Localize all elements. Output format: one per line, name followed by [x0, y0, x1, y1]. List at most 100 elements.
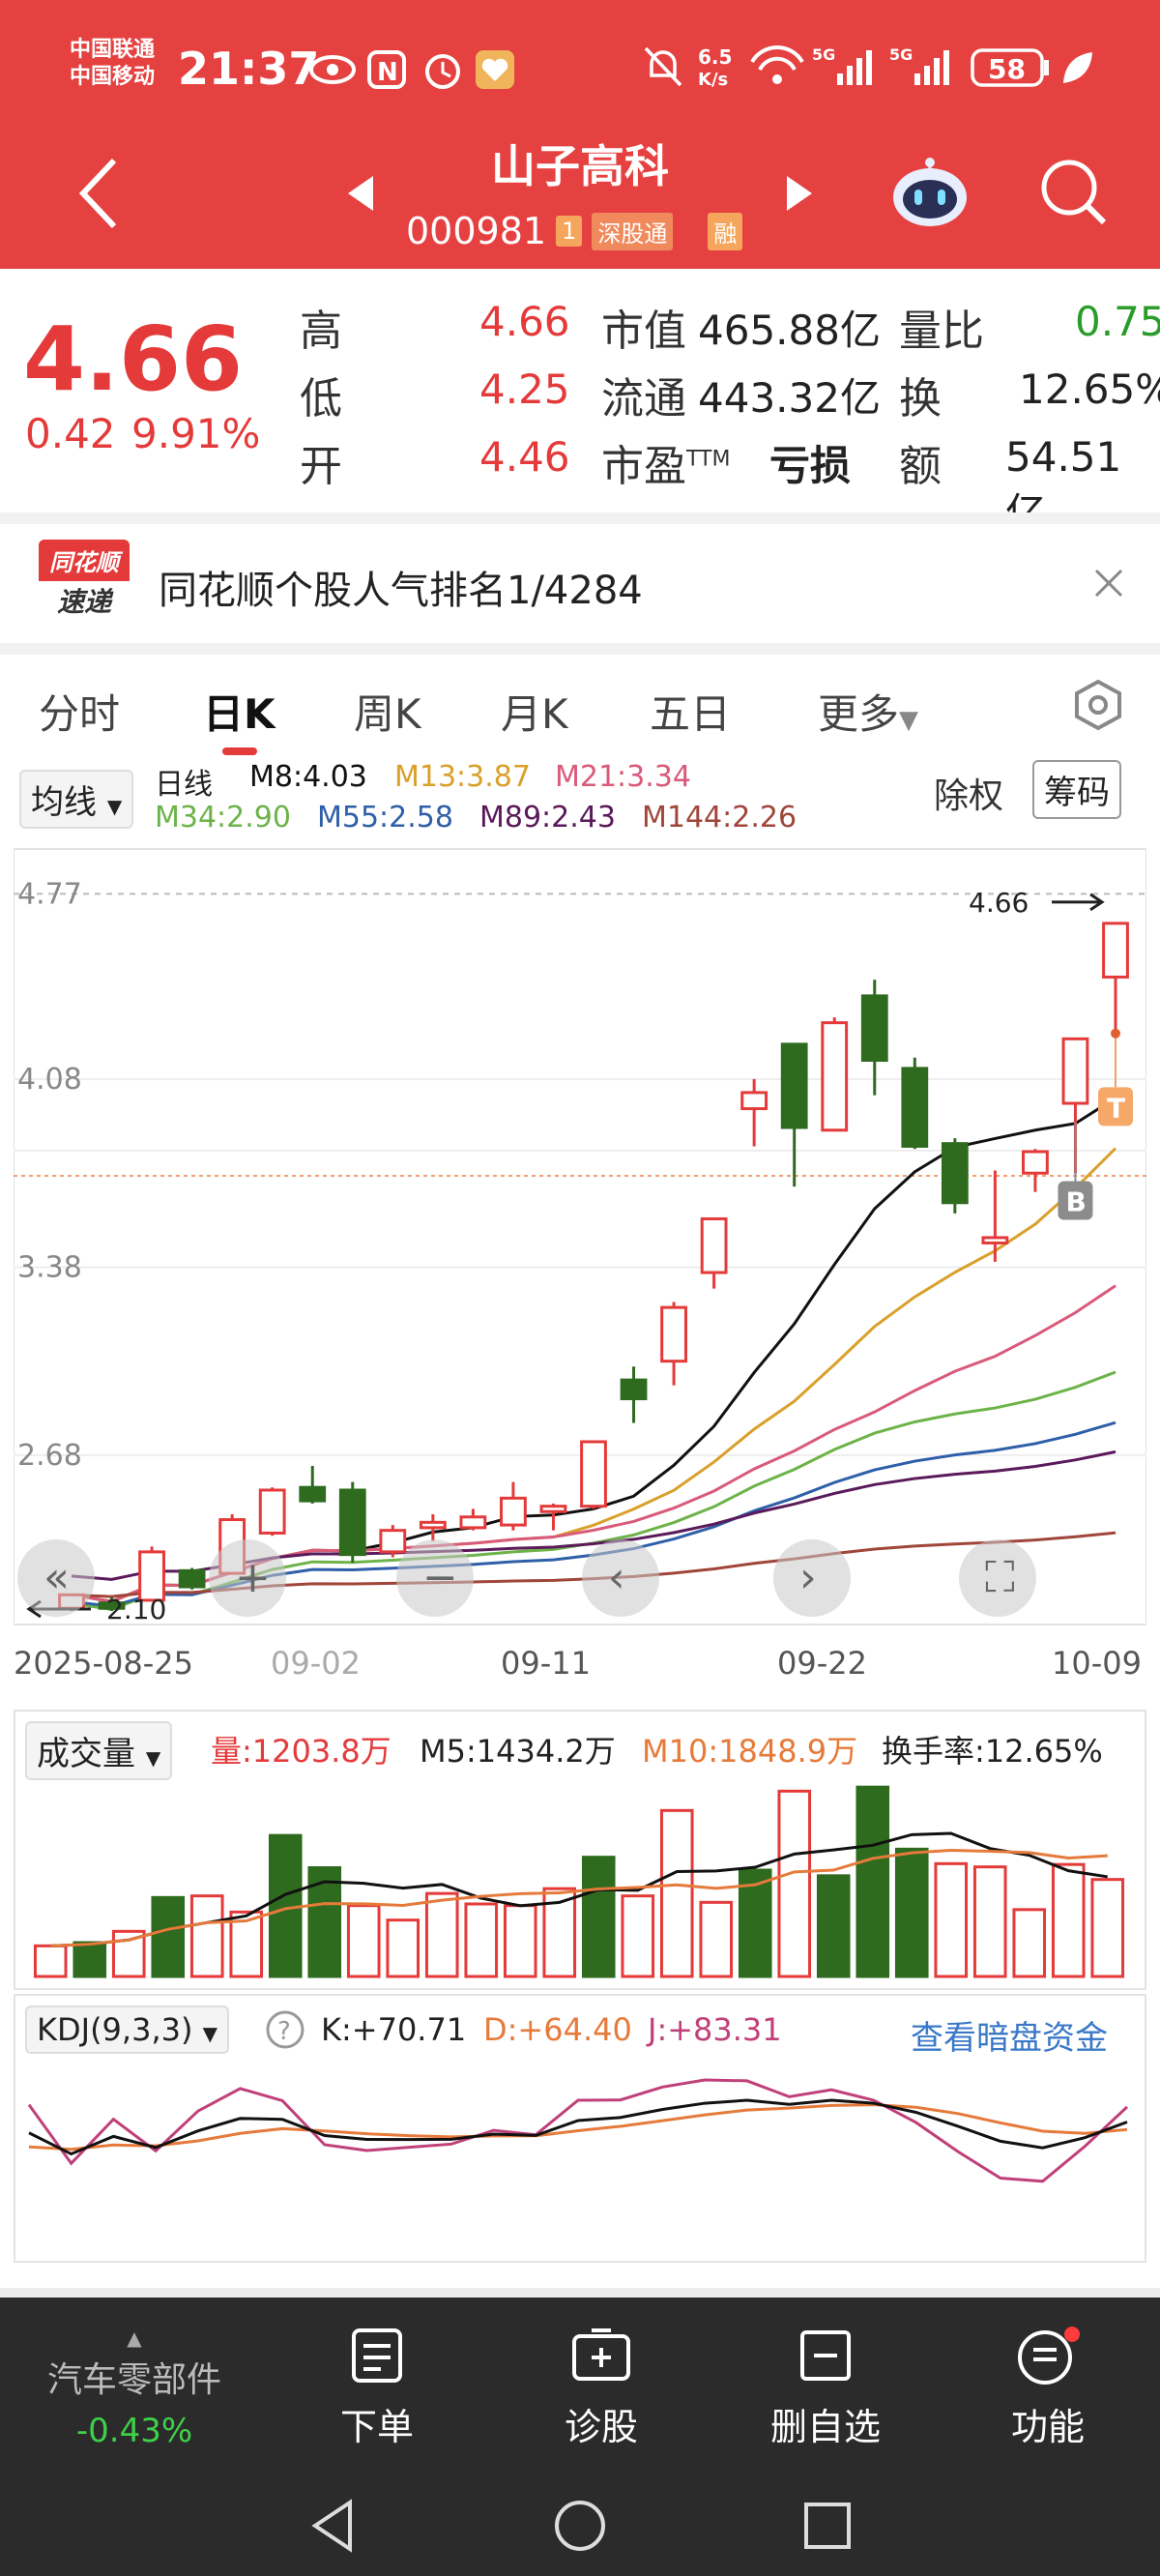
candle-body[interactable] — [500, 1496, 527, 1527]
volume-bar[interactable] — [581, 1856, 616, 1978]
diagnose-button[interactable]: 诊股 — [514, 2327, 688, 2450]
open-label: 开 — [300, 442, 342, 491]
x-tick-label: 09-11 — [501, 1645, 591, 1682]
volume-bar[interactable] — [894, 1847, 929, 1978]
volume-bar[interactable] — [1051, 1862, 1086, 1978]
search-icon[interactable] — [1036, 155, 1110, 228]
robot-assistant-icon[interactable] — [889, 153, 971, 234]
last-price: 4.66 — [23, 307, 243, 411]
kline-chart[interactable]: 4.77 4.08 3.38 2.68 4.66 2.10 B T « + − ‹ › ⛶ 2025-0… — [14, 847, 1146, 1688]
chip-distribution-button[interactable]: 筹码 — [1032, 760, 1121, 819]
candle-body[interactable] — [860, 994, 888, 1063]
ma-selector[interactable]: 均线 ▼ — [19, 770, 134, 829]
candle-body[interactable] — [941, 1142, 969, 1205]
candle-body[interactable] — [780, 1042, 808, 1129]
tab-daily-k[interactable]: 日K — [203, 690, 276, 738]
volume-bar[interactable] — [386, 1918, 420, 1978]
candle-body[interactable] — [338, 1488, 366, 1557]
buy-marker[interactable] — [1058, 1181, 1093, 1220]
volume-bar[interactable] — [111, 1929, 146, 1978]
kdj-d: D:+64.40 — [483, 2011, 632, 2048]
open-value: 4.46 — [479, 433, 570, 481]
volume-bar[interactable] — [856, 1785, 890, 1978]
volume-bar[interactable] — [464, 1902, 499, 1978]
candle-body[interactable] — [138, 1550, 165, 1602]
prev-stock-icon[interactable] — [344, 174, 377, 213]
volume-bar[interactable] — [777, 1789, 812, 1978]
candle-body[interactable] — [1061, 1037, 1089, 1105]
zoom-out-icon[interactable] — [396, 1539, 474, 1617]
zoom-in-icon[interactable] — [209, 1539, 286, 1617]
volume-bar[interactable] — [72, 1941, 107, 1978]
candle-body[interactable] — [299, 1485, 327, 1503]
scroll-right-icon[interactable] — [773, 1539, 851, 1617]
candle-body[interactable] — [700, 1216, 728, 1274]
next-stock-icon[interactable] — [783, 174, 816, 213]
candle-body[interactable] — [821, 1021, 849, 1132]
candle-body[interactable] — [459, 1515, 487, 1530]
nav-back-icon[interactable] — [305, 2497, 363, 2555]
volume-bar[interactable] — [1012, 1908, 1047, 1978]
ma21-label: M21:3.34 — [555, 760, 691, 794]
alarm-icon — [425, 54, 460, 89]
tab-monthly-k[interactable]: 月K — [501, 690, 568, 738]
volume-bar[interactable] — [151, 1895, 186, 1978]
candle-body[interactable] — [660, 1305, 687, 1363]
volume-bar[interactable] — [346, 1904, 381, 1978]
volume-bar[interactable] — [189, 1894, 224, 1978]
order-button[interactable]: 下单 — [290, 2327, 464, 2450]
t-marker[interactable] — [1098, 1087, 1133, 1127]
candle-body[interactable] — [981, 1236, 1009, 1244]
sector-item[interactable]: ▲ 汽车零部件 -0.43% — [35, 2327, 234, 2450]
close-icon[interactable] — [1092, 567, 1125, 600]
candle-body[interactable] — [620, 1378, 648, 1401]
candle-body[interactable] — [258, 1488, 286, 1535]
y-tick-label: 4.08 — [17, 1063, 82, 1097]
chart-tabs: 分时 日K 周K 月K 五日 更多▼ — [0, 643, 1160, 755]
candle-body[interactable] — [901, 1067, 929, 1148]
volume-bar[interactable] — [972, 1865, 1007, 1978]
volume-bar[interactable] — [738, 1868, 772, 1978]
dark-pool-link[interactable]: 查看暗盘资金 — [911, 2019, 1108, 2058]
candle-body[interactable] — [1102, 922, 1129, 979]
fullscreen-icon[interactable] — [959, 1539, 1036, 1617]
level-tag: 1 — [556, 216, 583, 247]
ex-right-toggle[interactable]: 除权 — [934, 776, 1004, 816]
popularity-banner[interactable]: 同花顺 速递 同花顺个股人气排名1/4284 — [0, 512, 1160, 629]
back-icon[interactable] — [75, 155, 124, 232]
candle-body[interactable] — [419, 1520, 447, 1530]
tab-five-day[interactable]: 五日 — [650, 690, 732, 738]
help-icon[interactable]: ? — [265, 2009, 305, 2050]
volume-bar[interactable] — [816, 1874, 851, 1978]
nav-home-icon[interactable] — [551, 2497, 609, 2555]
diagnose-icon — [572, 2328, 630, 2381]
volume-bar[interactable] — [424, 1891, 459, 1978]
volume-bar[interactable] — [503, 1904, 537, 1978]
candle-body[interactable] — [379, 1529, 407, 1554]
rewind-icon[interactable] — [17, 1539, 95, 1617]
volume-bar[interactable] — [934, 1861, 969, 1978]
volume-bar[interactable] — [659, 1808, 694, 1978]
functions-button[interactable]: 功能 — [961, 2327, 1135, 2450]
candle-body[interactable] — [539, 1505, 567, 1513]
candle-body[interactable] — [1022, 1150, 1049, 1175]
tab-more[interactable]: 更多▼ — [818, 682, 918, 741]
remove-watchlist-button[interactable]: 删自选 — [739, 2327, 913, 2450]
volume-bar[interactable] — [1090, 1878, 1125, 1978]
volume-bar[interactable] — [699, 1900, 734, 1978]
volume-bar[interactable] — [33, 1944, 68, 1978]
scroll-left-icon[interactable] — [582, 1539, 659, 1617]
candle-body[interactable] — [740, 1091, 768, 1111]
candle-body[interactable] — [98, 1601, 126, 1610]
active-tab-indicator — [222, 747, 257, 755]
indicator-selector-volume[interactable]: 成交量 ▼ — [25, 1721, 173, 1780]
candle-body[interactable] — [178, 1568, 206, 1589]
tab-weekly-k[interactable]: 周K — [354, 690, 421, 738]
nav-recents-icon[interactable] — [798, 2497, 856, 2555]
volume-bar[interactable] — [621, 1894, 655, 1978]
indicator-selector-kdj[interactable]: KDJ(9,3,3) ▼ — [25, 2005, 230, 2054]
signal-5g-icon-2: 5G — [889, 45, 949, 85]
tab-intraday[interactable]: 分时 — [39, 690, 121, 738]
candle-body[interactable] — [580, 1440, 607, 1508]
settings-hex-icon[interactable] — [1071, 678, 1125, 732]
